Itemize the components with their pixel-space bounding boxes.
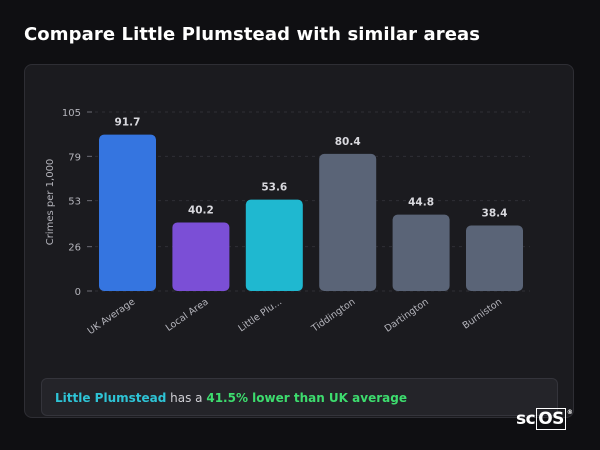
x-tick-label: Tiddington <box>309 296 357 335</box>
summary-text: has a <box>166 391 207 405</box>
bar <box>392 214 450 291</box>
y-tick-label: 79 <box>68 152 81 163</box>
bar <box>245 199 303 291</box>
page-title: Compare Little Plumstead with similar ar… <box>24 24 481 45</box>
y-tick-label: 53 <box>68 197 81 208</box>
x-tick-label: Burniston <box>461 296 505 331</box>
y-tick-label: 26 <box>68 243 81 254</box>
summary-banner: Little Plumstead has a 41.5% lower than … <box>41 378 558 416</box>
bar-value-label: 80.4 <box>335 136 361 148</box>
x-tick-label: Little Plu... <box>236 296 284 334</box>
x-tick-label: Dartington <box>383 296 431 334</box>
bar-value-label: 91.7 <box>115 117 141 129</box>
y-tick-label: 0 <box>75 287 81 298</box>
bar <box>319 153 377 291</box>
x-tick-label: UK Average <box>86 296 138 337</box>
chart-card: 0 26 53 79 105 Crimes per 1,000 91.7 UK Average… <box>24 64 574 418</box>
y-axis-label: Crimes per 1,000 <box>45 159 56 246</box>
brand-logo: sc OS ® <box>516 408 573 430</box>
summary-stat: 41.5% lower than UK average <box>206 391 407 405</box>
summary-area-name: Little Plumstead <box>55 391 167 405</box>
bar <box>172 222 230 291</box>
brand-prefix: sc <box>516 409 536 429</box>
x-tick-label: Local Area <box>164 296 211 333</box>
bar-value-label: 44.8 <box>408 197 434 209</box>
bar <box>466 225 523 291</box>
bar-value-label: 53.6 <box>261 182 287 194</box>
y-tick-label: 105 <box>62 108 81 119</box>
brand-highlight: OS <box>536 408 566 430</box>
bar <box>99 134 156 291</box>
bar-value-label: 40.2 <box>188 204 214 216</box>
brand-mark: ® <box>566 409 573 416</box>
bar-value-label: 38.4 <box>482 208 508 220</box>
bar-chart: 0 26 53 79 105 Crimes per 1,000 91.7 UK Average… <box>45 108 530 337</box>
